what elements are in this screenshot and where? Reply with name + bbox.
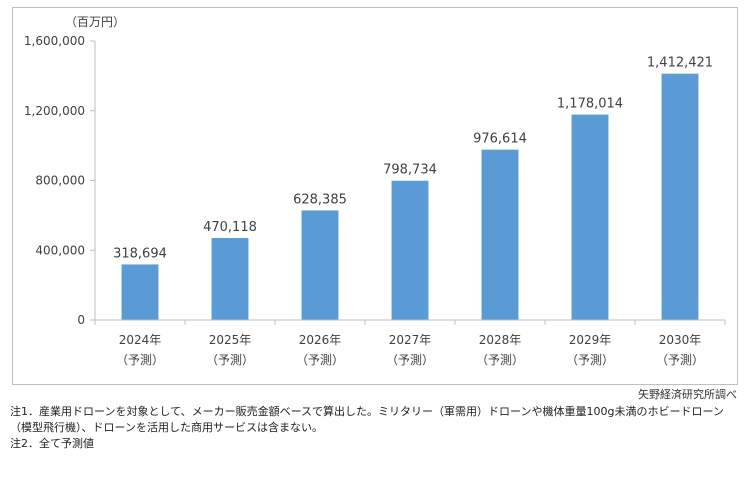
data-label: 470,118 bbox=[203, 220, 257, 235]
x-tick-label: 2030年 bbox=[659, 333, 702, 347]
data-label: 1,412,421 bbox=[647, 56, 713, 71]
x-tick-sublabel: （予測） bbox=[206, 353, 254, 367]
y-tick-label: 1,200,000 bbox=[24, 104, 85, 118]
x-tick-label: 2027年 bbox=[389, 333, 432, 347]
x-tick-label: 2026年 bbox=[299, 333, 342, 347]
data-label: 976,614 bbox=[473, 132, 527, 147]
notes: 注1．産業用ドローンを対象として、メーカー販売金額ベースで算出した。ミリタリー（… bbox=[10, 404, 742, 452]
x-tick-label: 2025年 bbox=[209, 333, 252, 347]
y-axis: 0 400,000 800,000 1,200,000 1,600,000 bbox=[24, 34, 96, 327]
x-tick-label: 2024年 bbox=[119, 333, 162, 347]
x-tick-label: 2029年 bbox=[569, 333, 612, 347]
bar bbox=[481, 149, 519, 320]
y-tick-label: 1,600,000 bbox=[24, 34, 85, 48]
chart-frame: （百万円） 0 400,000 800,000 1,200,000 1,600,000 … bbox=[12, 7, 738, 385]
x-tick-sublabel: （予測） bbox=[386, 353, 434, 367]
bar bbox=[211, 238, 249, 320]
y-tick-label: 400,000 bbox=[35, 243, 85, 257]
source-credit: 矢野経済研究所調べ bbox=[638, 388, 737, 401]
bar bbox=[661, 73, 699, 320]
y-tick-label: 800,000 bbox=[35, 174, 85, 188]
x-tick-sublabel: （予測） bbox=[566, 353, 614, 367]
bars: 318,694 470,118 628,385 798,734 976,614 1,178… bbox=[113, 56, 713, 321]
x-tick-sublabel: （予測） bbox=[116, 353, 164, 367]
x-axis: 2024年 （予測） 2025年 （予測） 2026年 （予測） 2027年 （予測） 2028… bbox=[94, 319, 726, 367]
bar bbox=[121, 264, 159, 320]
bar-chart: （百万円） 0400,000800,0001,200,0001,600,000 … bbox=[24, 15, 726, 367]
data-label: 318,694 bbox=[113, 246, 167, 261]
data-label: 628,385 bbox=[293, 192, 347, 207]
data-label: 798,734 bbox=[383, 163, 437, 178]
note-1: 注1．産業用ドローンを対象として、メーカー販売金額ベースで算出した。ミリタリー（… bbox=[10, 405, 724, 434]
data-label: 1,178,014 bbox=[557, 97, 623, 112]
x-tick-sublabel: （予測） bbox=[296, 353, 344, 367]
x-tick-sublabel: （予測） bbox=[656, 353, 704, 367]
x-tick-sublabel: （予測） bbox=[476, 353, 524, 367]
bar bbox=[391, 180, 429, 320]
bar bbox=[571, 114, 609, 321]
bar bbox=[301, 210, 339, 320]
y-tick-label: 0 bbox=[77, 313, 85, 327]
x-tick-label: 2028年 bbox=[479, 333, 522, 347]
note-2: 注2．全て予測値 bbox=[10, 437, 94, 450]
unit-label: （百万円） bbox=[65, 15, 125, 29]
